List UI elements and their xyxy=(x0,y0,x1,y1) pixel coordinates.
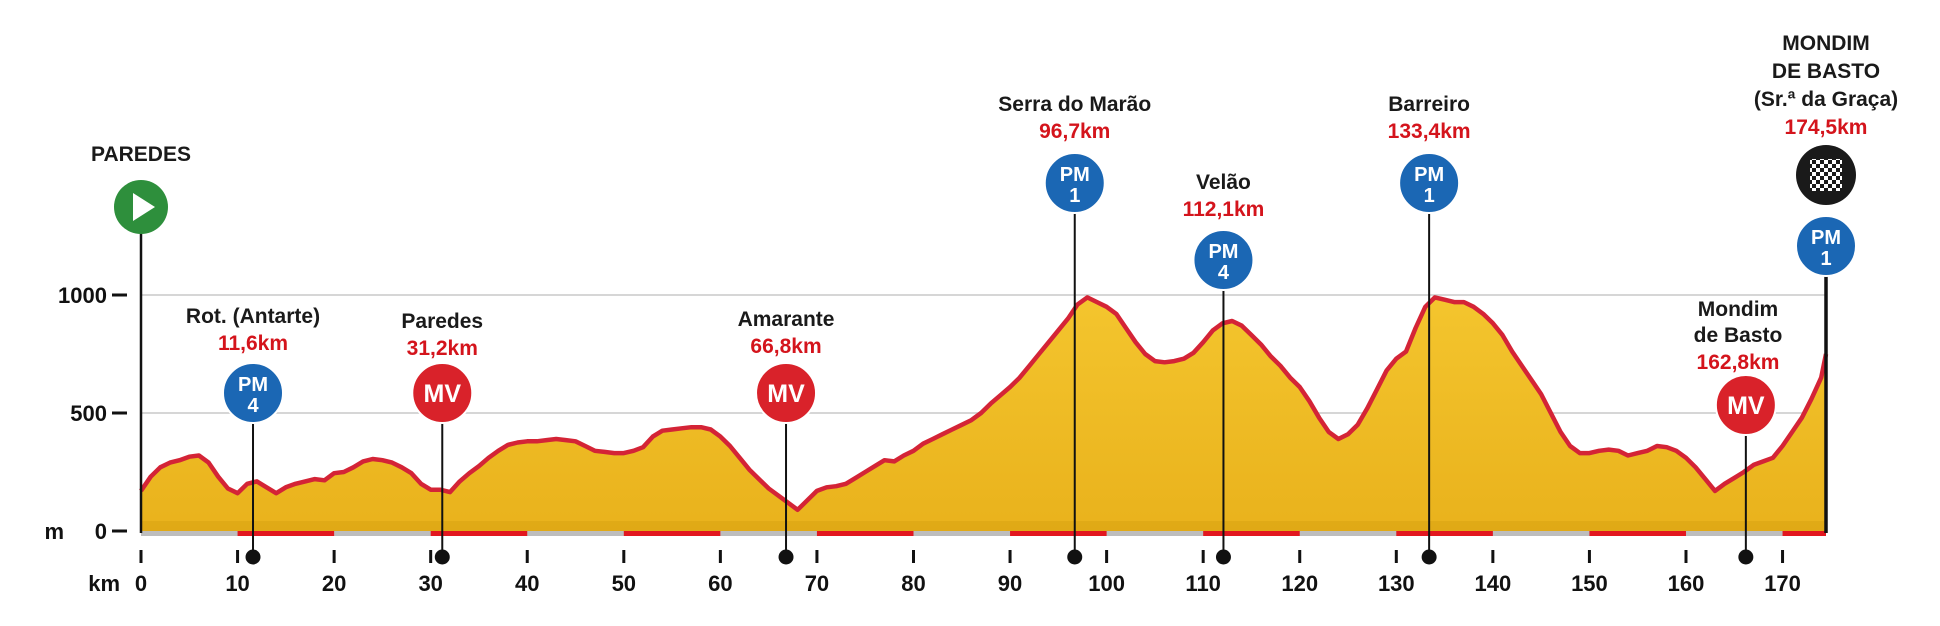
point-mondim-mv: Mondim de Basto 162,8km MV xyxy=(1694,298,1783,565)
point-name: Mondim de Basto xyxy=(1694,298,1783,347)
pm-badge-category: 1 xyxy=(1069,185,1080,207)
x-tick-label-120: 120 xyxy=(1281,571,1318,596)
x-tick-label-0: 0 xyxy=(135,571,147,596)
profile-layer xyxy=(139,295,1829,531)
pm-badge-category: 4 xyxy=(1218,262,1230,284)
checkered-flag-icon xyxy=(1810,159,1842,191)
point-paredes-mv: Paredes 31,2km MV xyxy=(401,310,483,565)
y-tick-label-0: 0 xyxy=(95,519,107,544)
y-tick-label-1000: 1000 xyxy=(58,283,107,308)
x-axis-unit: km xyxy=(88,571,120,596)
pm-badge-category: 1 xyxy=(1424,185,1435,207)
km-bar-segment-0 xyxy=(237,531,335,536)
point-base-dot xyxy=(245,549,261,565)
elevation-outline xyxy=(139,295,1829,513)
pm-badge xyxy=(1398,152,1461,214)
grid-layer xyxy=(141,294,1826,414)
point-distance: 11,6km xyxy=(218,332,288,355)
point-amarante: Amarante 66,8km MV xyxy=(738,308,835,565)
point-name: Amarante xyxy=(738,308,835,331)
mv-badge xyxy=(1714,374,1777,436)
km-bar-segment-8 xyxy=(1782,531,1826,536)
point-name: MONDIM DE BASTO (Sr.ª da Graça) xyxy=(1754,32,1898,111)
y-axis-unit: m xyxy=(44,519,64,544)
mv-badge-label: MV xyxy=(767,380,805,408)
point-distance: 133,4km xyxy=(1388,120,1471,143)
mv-badge-label: MV xyxy=(1727,392,1765,420)
pm-badge-label: PM xyxy=(1208,241,1238,263)
x-tick-label-60: 60 xyxy=(708,571,732,596)
point-distance: 66,8km xyxy=(750,335,821,358)
point-distance: 162,8km xyxy=(1697,351,1780,374)
point-base-dot xyxy=(1738,549,1754,565)
x-tick-label-100: 100 xyxy=(1088,571,1125,596)
point-base-dot xyxy=(1067,549,1083,565)
y-tick-label-500: 500 xyxy=(70,401,107,426)
point-base-dot xyxy=(778,549,794,565)
point-rot-antarte: Rot. (Antarte) 11,6km PM4 xyxy=(186,305,320,565)
pm-badge xyxy=(1043,152,1106,214)
x-tick-label-140: 140 xyxy=(1475,571,1512,596)
x-tick-label-70: 70 xyxy=(805,571,829,596)
point-paredes-start: PAREDES xyxy=(91,143,191,533)
pm-badge xyxy=(1795,215,1857,277)
point-base-dot xyxy=(1215,549,1231,565)
play-icon xyxy=(133,193,155,221)
x-tick-label-50: 50 xyxy=(612,571,636,596)
point-distance: 96,7km xyxy=(1039,120,1110,143)
pm-badge xyxy=(1192,229,1255,291)
km-bar-segment-3 xyxy=(816,531,914,536)
x-tick-label-150: 150 xyxy=(1571,571,1608,596)
x-tick-label-40: 40 xyxy=(515,571,539,596)
point-name: Serra do Marão xyxy=(998,93,1151,116)
pm-badge xyxy=(222,362,285,424)
pm-badge-label: PM xyxy=(1060,164,1090,186)
x-tick-label-20: 20 xyxy=(322,571,346,596)
km-bar-segment-6 xyxy=(1396,531,1493,536)
x-tick-label-80: 80 xyxy=(901,571,925,596)
x-tick-label-170: 170 xyxy=(1764,571,1801,596)
point-finish: MONDIM DE BASTO (Sr.ª da Graça) 174,5km PM1 xyxy=(1754,32,1898,533)
point-serra-marao: Serra do Marão 96,7km PM1 xyxy=(998,93,1151,565)
point-velao: Velão 112,1km PM4 xyxy=(1183,171,1265,565)
x-tick-label-160: 160 xyxy=(1668,571,1705,596)
elevation-area-base-shade xyxy=(141,521,1826,531)
pm-badge-category: 1 xyxy=(1820,248,1831,270)
pm-badge-label: PM xyxy=(238,374,268,396)
point-base-dot xyxy=(434,549,450,565)
km-bar-segment-5 xyxy=(1203,531,1300,536)
point-distance: 174,5km xyxy=(1785,116,1868,139)
point-name: Barreiro xyxy=(1388,93,1470,116)
km-bar-segment-7 xyxy=(1589,531,1686,536)
elevation-area xyxy=(141,297,1826,531)
km-bar-base xyxy=(141,531,1826,536)
x-tick-label-130: 130 xyxy=(1378,571,1415,596)
km-bar-segment-2 xyxy=(623,531,721,536)
x-tick-label-110: 110 xyxy=(1185,571,1221,596)
mv-badge xyxy=(411,362,474,424)
pm-badge-category: 4 xyxy=(247,395,259,417)
point-name: Rot. (Antarte) xyxy=(186,305,320,328)
point-name: Paredes xyxy=(401,310,483,333)
point-name: Velão xyxy=(1196,171,1251,194)
mv-badge xyxy=(755,362,818,424)
pm-badge-label: PM xyxy=(1414,164,1444,186)
point-barreiro: Barreiro 133,4km PM1 xyxy=(1388,93,1471,565)
point-base-dot xyxy=(1421,549,1437,565)
pm-badge-label: PM xyxy=(1811,227,1841,249)
point-distance: 112,1km xyxy=(1183,198,1265,221)
x-tick-label-10: 10 xyxy=(225,571,249,596)
km-bar-segment-1 xyxy=(430,531,528,536)
point-distance: 31,2km xyxy=(407,337,478,360)
x-tick-label-90: 90 xyxy=(998,571,1022,596)
km-bar-segment-4 xyxy=(1010,531,1107,536)
mv-badge-label: MV xyxy=(424,380,462,408)
x-tick-label-30: 30 xyxy=(418,571,442,596)
point-name: PAREDES xyxy=(91,143,191,166)
axis-layer: 0 500 1000 m km 0 10 20 30 40 50 60 70 80 90 100 110 120 1… xyxy=(44,283,1826,596)
